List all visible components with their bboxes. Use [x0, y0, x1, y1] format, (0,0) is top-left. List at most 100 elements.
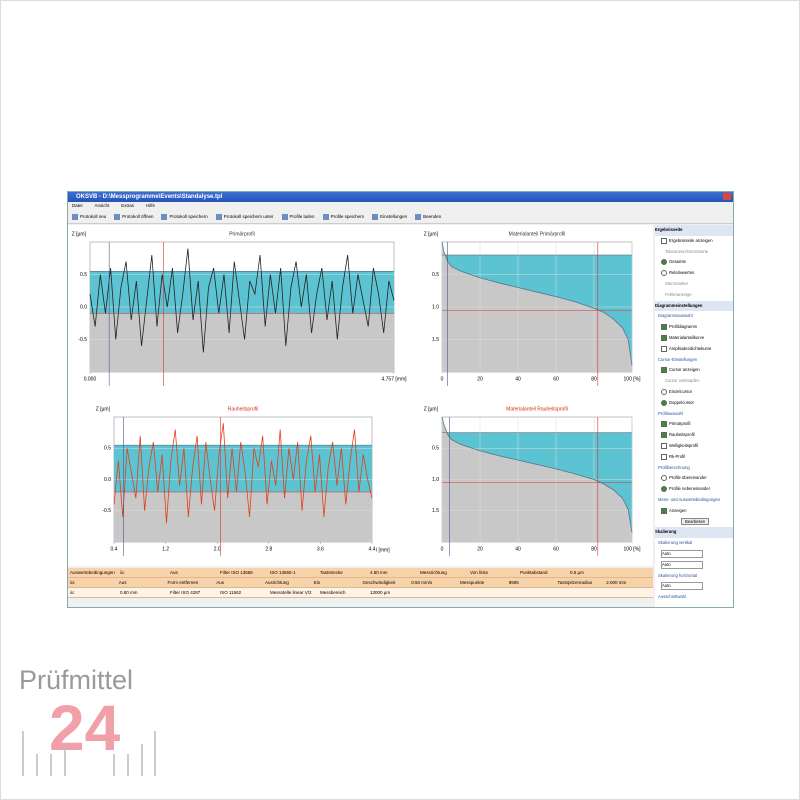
- radio-box: [661, 475, 667, 482]
- conditions-table: Auswertebedingungen λc Aus Filter ISO 13565…: [68, 568, 653, 598]
- sidebar-label: Rauheitsprofil: [669, 432, 695, 438]
- menu-item[interactable]: Ansicht: [94, 203, 110, 208]
- sidebar-select[interactable]: Auto: [655, 549, 733, 560]
- sidebar-header: Ergebnisseite: [655, 225, 733, 236]
- toolbar-button[interactable]: Profile laden: [281, 213, 315, 220]
- check-box: [661, 367, 667, 374]
- sidebar-radio[interactable]: Doppelcursor: [655, 398, 733, 409]
- x-tick-label: 100 [%]: [624, 546, 642, 552]
- chart-title: Materialanteil Primärprofil: [509, 231, 566, 237]
- sidebar-label: Profile nebeneinander: [669, 486, 710, 492]
- sidebar-header: Skalierung: [655, 527, 733, 539]
- check-box: [661, 237, 667, 244]
- x-tick-label: 4.4: [369, 546, 376, 552]
- sidebar-select[interactable]: Auto: [655, 581, 733, 592]
- sidebar-sub[interactable]: Fehleranzeige: [655, 290, 733, 301]
- x-tick-label: 60: [553, 546, 559, 552]
- sidebar-label: Doppelcursor: [669, 399, 694, 405]
- sidebar-check[interactable]: Primärprofil: [655, 419, 733, 430]
- table-cell: Aus: [170, 570, 178, 575]
- toolbar-label: Protokoll öffnen: [122, 214, 154, 219]
- toolbar-button[interactable]: Protokoll neu: [72, 213, 106, 220]
- sidebar-label: Cursor anzeigen: [669, 367, 700, 373]
- toolbar-button[interactable]: Protokoll speichern unter: [215, 213, 274, 220]
- sidebar-label: Diagrammeinstellungen: [655, 302, 703, 308]
- toolbar-icon: [161, 213, 168, 220]
- menu-item[interactable]: Datei: [72, 203, 83, 208]
- table-cell: Aus: [118, 580, 127, 585]
- sidebar-check[interactable]: Ergebnisseite anzeigen: [655, 236, 733, 247]
- sidebar-check[interactable]: Anzeigen: [655, 506, 733, 517]
- toolbar-button[interactable]: Protokoll öffnen: [114, 213, 154, 220]
- table-cell: ISO 11562: [220, 590, 242, 595]
- y-tick-label: -0.5: [78, 337, 87, 343]
- sidebar-select[interactable]: Auto: [655, 560, 733, 571]
- sidebar-sub[interactable]: Sternmarker: [655, 279, 733, 290]
- table-cell: 0.50 mm/s: [411, 580, 433, 585]
- close-button[interactable]: [723, 193, 731, 200]
- sidebar-label: Anzeigen: [669, 507, 687, 513]
- toolbar-button[interactable]: Profile speichern: [322, 213, 364, 220]
- sidebar-label: Cursor-Einstellungen: [658, 356, 698, 362]
- sidebar-radio[interactable]: Einzelcursor: [655, 387, 733, 398]
- sidebar-label: Sternmarker: [665, 280, 689, 286]
- sidebar-sub[interactable]: Cursor verknüpfen: [655, 376, 733, 387]
- table-cell: Messbereich: [320, 590, 346, 595]
- sidebar-check[interactable]: Rk-Profil: [655, 452, 733, 463]
- sidebar-check[interactable]: Cursor anzeigen: [655, 365, 733, 376]
- x-tick-label: 0: [441, 546, 444, 552]
- table-cell: 2.000 mm: [606, 580, 627, 585]
- table-cell: Punktabstand: [520, 570, 548, 575]
- x-tick-label: 1.2: [162, 546, 169, 552]
- sidebar-check[interactable]: Welligkeitsprofil: [655, 441, 733, 452]
- sidebar-label: Skalierung: [655, 529, 677, 535]
- check-box: [661, 421, 667, 428]
- sidebar-radio[interactable]: Gesamte: [655, 257, 733, 268]
- y-axis-label: Z [µm]: [424, 231, 439, 237]
- toolbar-button[interactable]: Beenden: [415, 213, 441, 220]
- toolbar-label: Protokoll speichern: [169, 214, 208, 219]
- radio-box: [661, 259, 667, 266]
- sidebar-label: Fehleranzeige: [665, 291, 692, 297]
- toolbar-button[interactable]: Einstellungen: [372, 213, 407, 220]
- sidebar-check[interactable]: Amplitudendichtekurve: [655, 344, 733, 355]
- sidebar-check[interactable]: Profildiagramm: [655, 322, 733, 333]
- toolbar: Protokoll neu Protokoll öffnen Protokoll s…: [68, 209, 733, 224]
- table-row: Auswertebedingungen λc Aus Filter ISO 13565…: [68, 568, 653, 578]
- sidebar-label: Primärprofil: [669, 421, 691, 427]
- table-row: λc 0.80 mm Filter ISO 4287 ISO 11562 Messste…: [68, 588, 653, 598]
- menu-bar: Datei Ansicht Extras Hilfe: [68, 202, 733, 209]
- sidebar-button[interactable]: Bearbeiten: [655, 517, 733, 528]
- y-tick-label: 1.5: [432, 337, 439, 343]
- toolbar-icon: [415, 213, 422, 220]
- x-tick-label: 40: [515, 546, 521, 552]
- sidebar-label: Relativwerten: [669, 270, 695, 276]
- sidebar-check[interactable]: Rauheitsprofil: [655, 430, 733, 441]
- sidebar-label: Auto: [661, 549, 703, 558]
- menu-item[interactable]: Hilfe: [146, 203, 156, 208]
- table-cell: Messrichtung: [420, 570, 447, 575]
- x-tick-label: 0.4: [111, 546, 118, 552]
- y-tick-label: 0.5: [432, 446, 439, 452]
- menu-item[interactable]: Extras: [121, 203, 135, 208]
- abbott-curve: [441, 416, 633, 533]
- toolbar-button[interactable]: Protokoll speichern: [161, 213, 208, 220]
- table-cell: Filter ISO 4287: [170, 590, 201, 595]
- table-cell: Form entfernen: [167, 580, 199, 585]
- sidebar-check[interactable]: Materialanteilkurve: [655, 333, 733, 344]
- sidebar-group: Skalierung vertikal: [655, 538, 733, 549]
- sidebar-radio[interactable]: Profile übereinander: [655, 473, 733, 484]
- sidebar-radio[interactable]: Relativwerten: [655, 268, 733, 279]
- sidebar-radio[interactable]: Profile nebeneinander: [655, 484, 733, 495]
- profile-line: [89, 248, 395, 353]
- sidebar-sub[interactable]: Toleranzen/Grenzwerte: [655, 247, 733, 258]
- chart-title: Materialanteil Rauheitsprofil: [506, 406, 568, 412]
- sidebar-header: Diagrammeinstellungen: [655, 300, 733, 312]
- radio-box: [661, 486, 667, 493]
- table-cell: Von links: [470, 570, 489, 575]
- check-box: [661, 345, 667, 352]
- core-area: [114, 492, 372, 542]
- logo-ruler: [22, 731, 156, 776]
